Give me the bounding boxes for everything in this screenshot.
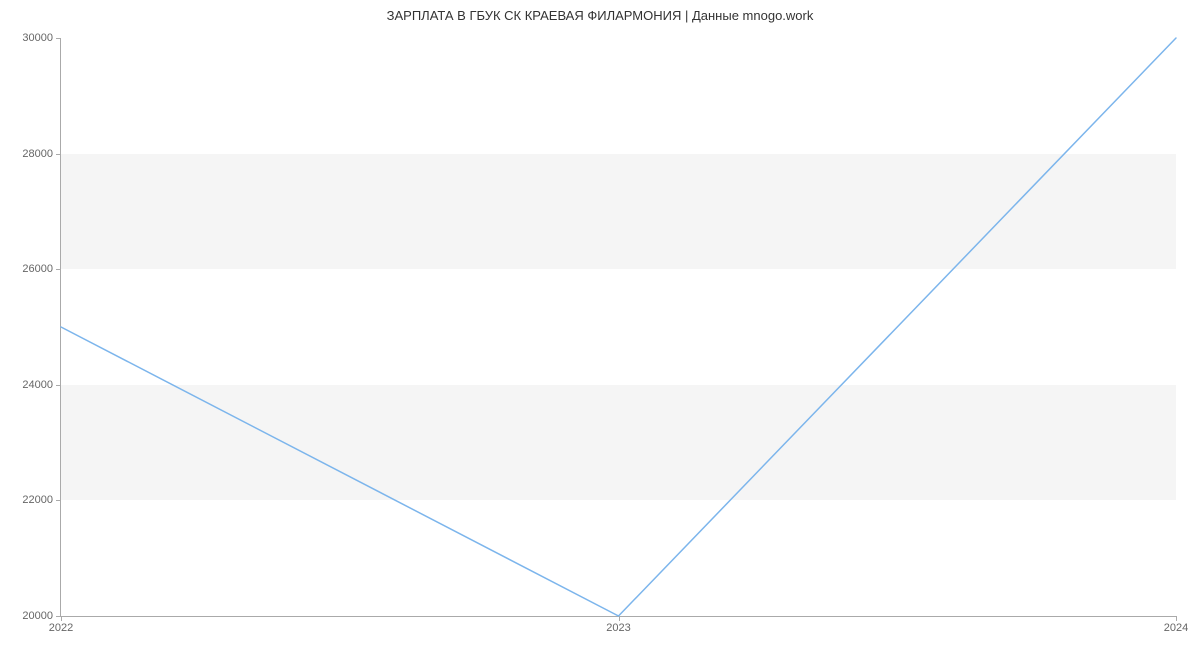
y-tick-label: 28000 bbox=[22, 148, 61, 160]
x-tick-label: 2024 bbox=[1164, 616, 1188, 634]
data-line bbox=[61, 38, 1176, 616]
x-tick-label: 2023 bbox=[606, 616, 630, 634]
x-tick-label: 2022 bbox=[49, 616, 73, 634]
chart-title: ЗАРПЛАТА В ГБУК СК КРАЕВАЯ ФИЛАРМОНИЯ | … bbox=[0, 8, 1200, 23]
salary-line-chart: ЗАРПЛАТА В ГБУК СК КРАЕВАЯ ФИЛАРМОНИЯ | … bbox=[0, 0, 1200, 650]
y-tick-label: 24000 bbox=[22, 379, 61, 391]
y-tick-label: 30000 bbox=[22, 32, 61, 44]
y-tick-label: 26000 bbox=[22, 263, 61, 275]
y-tick-label: 22000 bbox=[22, 494, 61, 506]
plot-area: 2000022000240002600028000300002022202320… bbox=[60, 38, 1176, 617]
